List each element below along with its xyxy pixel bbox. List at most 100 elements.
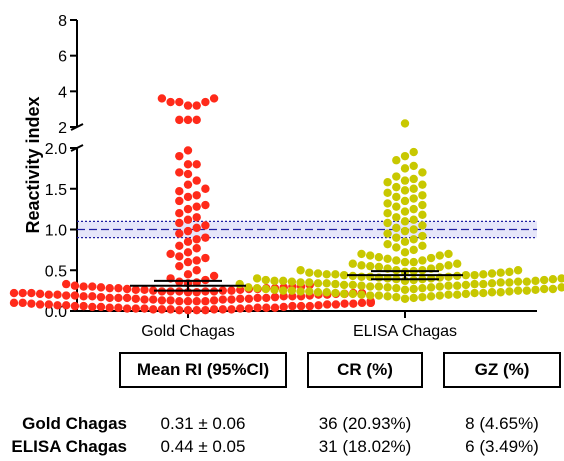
data-point bbox=[157, 94, 167, 103]
data-point bbox=[183, 270, 193, 279]
data-point bbox=[453, 290, 462, 299]
data-point bbox=[183, 160, 193, 169]
data-point bbox=[418, 200, 427, 210]
data-point bbox=[322, 279, 331, 288]
data-point bbox=[461, 280, 471, 290]
data-point bbox=[288, 301, 297, 311]
data-point bbox=[183, 169, 193, 179]
data-point bbox=[392, 292, 401, 302]
data-point bbox=[453, 259, 462, 268]
data-point bbox=[392, 256, 401, 265]
data-point bbox=[392, 213, 401, 222]
data-point bbox=[409, 184, 418, 193]
data-point bbox=[183, 248, 193, 257]
data-point bbox=[418, 210, 427, 220]
data-point bbox=[305, 278, 314, 287]
data-point bbox=[183, 226, 193, 236]
data-point bbox=[262, 293, 271, 303]
data-point bbox=[400, 285, 410, 295]
data-point bbox=[209, 271, 219, 281]
data-point bbox=[192, 244, 201, 253]
data-point bbox=[349, 299, 358, 308]
data-point bbox=[166, 305, 175, 314]
data-point bbox=[409, 245, 418, 255]
data-point bbox=[548, 284, 558, 294]
data-point bbox=[18, 288, 27, 298]
data-point bbox=[183, 297, 193, 306]
data-point bbox=[175, 297, 184, 306]
data-point bbox=[252, 274, 262, 283]
data-point bbox=[540, 275, 549, 285]
data-point bbox=[400, 207, 410, 216]
x-tick-label: Gold Chagas bbox=[141, 323, 234, 340]
data-point bbox=[505, 278, 514, 287]
data-point bbox=[383, 292, 392, 301]
data-point bbox=[9, 288, 19, 298]
data-point bbox=[305, 301, 314, 311]
data-point bbox=[392, 192, 401, 202]
data-point bbox=[505, 267, 514, 277]
data-point bbox=[418, 231, 427, 241]
data-point bbox=[192, 202, 201, 211]
data-point bbox=[27, 288, 36, 298]
data-point bbox=[296, 266, 305, 275]
data-point bbox=[201, 200, 210, 210]
data-point bbox=[70, 301, 80, 311]
data-point bbox=[122, 304, 132, 313]
data-point bbox=[192, 297, 201, 306]
y-axis-label: Reactivity index bbox=[23, 96, 43, 233]
data-point bbox=[444, 261, 453, 270]
data-point bbox=[487, 288, 497, 297]
data-point bbox=[409, 284, 418, 294]
data-point bbox=[287, 277, 297, 286]
y-tick-label: 6 bbox=[58, 49, 67, 66]
data-point bbox=[175, 209, 184, 218]
data-point bbox=[192, 288, 201, 297]
data-point bbox=[513, 266, 523, 275]
data-point bbox=[400, 176, 410, 185]
data-point bbox=[383, 283, 392, 292]
data-point bbox=[435, 262, 444, 272]
y-tick-label: 2.0 bbox=[45, 141, 67, 158]
data-point bbox=[366, 261, 375, 271]
data-point bbox=[218, 286, 227, 295]
data-point bbox=[314, 301, 323, 310]
data-point bbox=[383, 254, 392, 264]
data-point bbox=[201, 221, 210, 230]
data-point bbox=[357, 281, 366, 290]
data-point bbox=[505, 287, 514, 296]
data-point bbox=[53, 301, 62, 310]
data-point bbox=[418, 191, 427, 200]
header-mean-ri: Mean RI (95%Cl) bbox=[119, 352, 287, 388]
data-point bbox=[409, 161, 418, 171]
data-point bbox=[383, 188, 392, 198]
data-point bbox=[392, 233, 401, 242]
data-point bbox=[513, 277, 523, 286]
data-point bbox=[374, 282, 384, 291]
data-point bbox=[175, 168, 184, 177]
data-point bbox=[287, 286, 297, 295]
data-point bbox=[218, 295, 227, 304]
data-point bbox=[374, 262, 384, 272]
data-point bbox=[192, 213, 201, 222]
data-point bbox=[557, 274, 564, 283]
data-point bbox=[114, 293, 123, 303]
y-tick-label: 1.5 bbox=[45, 182, 67, 199]
data-point bbox=[400, 164, 410, 173]
data-point bbox=[279, 286, 288, 295]
data-point bbox=[418, 241, 427, 250]
data-point bbox=[409, 204, 418, 214]
cell-elisa-cr: 31 (18.02%) bbox=[318, 437, 412, 456]
data-point bbox=[418, 168, 427, 177]
data-point bbox=[192, 101, 201, 110]
data-point bbox=[175, 218, 184, 228]
data-point bbox=[270, 292, 280, 302]
cell-gold-gz: 8 (4.65%) bbox=[465, 414, 539, 433]
data-point bbox=[513, 286, 523, 295]
data-point bbox=[183, 305, 193, 315]
data-point bbox=[175, 305, 184, 315]
data-point bbox=[27, 299, 36, 308]
data-point bbox=[548, 275, 558, 284]
data-point bbox=[235, 279, 244, 289]
data-point bbox=[88, 292, 97, 301]
